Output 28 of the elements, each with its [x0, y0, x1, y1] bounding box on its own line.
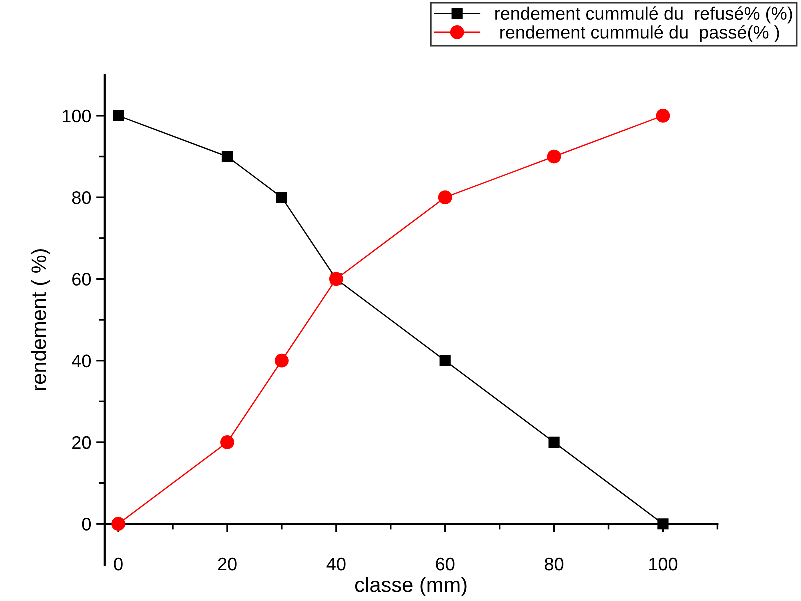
point [440, 355, 451, 366]
x-tick-label: 100 [650, 558, 678, 571]
point [276, 192, 288, 204]
x-tick-label: 0 [114, 558, 123, 571]
y-tick-label: 100 [62, 110, 92, 123]
point [222, 151, 234, 162]
point [220, 436, 234, 450]
point [548, 436, 560, 448]
legend-label: rendement cummulé du refusé% (%) [496, 6, 792, 24]
y-axis-title: rendement ( %) [31, 250, 50, 390]
point [656, 109, 670, 123]
point [547, 150, 562, 164]
legend-label: rendement cummulé du passé(% ) [500, 25, 780, 42]
y-tick-label: 80 [72, 192, 92, 204]
point [658, 518, 669, 530]
x-tick-label: 60 [436, 558, 455, 571]
y-tick-label: 20 [72, 436, 92, 450]
point [112, 517, 126, 532]
point [438, 190, 452, 205]
x-tick-label: 20 [218, 558, 237, 571]
y-tick-label: 0 [82, 518, 92, 531]
x-axis-title: classe (mm) [355, 577, 467, 596]
x-tick-label: 80 [545, 558, 564, 571]
x-tick-label: 40 [326, 558, 346, 571]
y-tick-label: 40 [72, 354, 92, 368]
y-tick-label: 60 [72, 273, 92, 286]
point [112, 110, 124, 122]
point [275, 354, 289, 368]
